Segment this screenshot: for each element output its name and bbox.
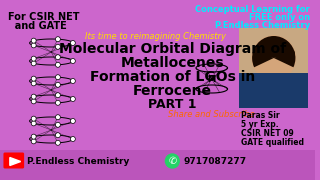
- Circle shape: [165, 154, 179, 168]
- Circle shape: [55, 140, 60, 145]
- Circle shape: [55, 93, 60, 98]
- Text: Formation of LGOs in: Formation of LGOs in: [90, 70, 255, 84]
- Circle shape: [31, 134, 36, 139]
- Circle shape: [70, 96, 75, 102]
- Circle shape: [55, 75, 60, 80]
- Circle shape: [55, 44, 60, 49]
- Text: FREE only on: FREE only on: [249, 13, 310, 22]
- Circle shape: [70, 118, 75, 123]
- Circle shape: [55, 37, 60, 42]
- Text: P.Endless Chemistry: P.Endless Chemistry: [27, 156, 129, 165]
- Circle shape: [70, 58, 75, 64]
- Circle shape: [55, 82, 60, 87]
- Text: ✆: ✆: [168, 156, 176, 166]
- Text: Share and Subscribe: Share and Subscribe: [168, 110, 255, 119]
- Wedge shape: [252, 36, 295, 58]
- Text: Its time to reimagining Chemistry: Its time to reimagining Chemistry: [85, 32, 226, 41]
- Circle shape: [55, 55, 60, 60]
- Circle shape: [31, 121, 36, 126]
- Text: For CSIR NET: For CSIR NET: [8, 12, 79, 22]
- Circle shape: [31, 139, 36, 144]
- Text: M: M: [208, 75, 216, 84]
- Circle shape: [31, 94, 36, 99]
- Bar: [0, 150, 315, 180]
- Circle shape: [55, 133, 60, 138]
- Circle shape: [31, 116, 36, 121]
- Text: PART 1: PART 1: [148, 98, 196, 111]
- Text: CSIR NET 09: CSIR NET 09: [241, 129, 294, 138]
- Circle shape: [55, 115, 60, 120]
- Text: Metallocenes: Metallocenes: [121, 56, 224, 70]
- Text: Conceptual Learning for: Conceptual Learning for: [196, 5, 310, 14]
- Text: Paras Sir: Paras Sir: [241, 111, 280, 120]
- Bar: [239, 73, 308, 108]
- Text: GATE qualified: GATE qualified: [241, 138, 304, 147]
- Circle shape: [31, 38, 36, 43]
- Text: 9717087277: 9717087277: [183, 156, 246, 165]
- Circle shape: [55, 122, 60, 127]
- Text: Molecular Orbital Diagram of: Molecular Orbital Diagram of: [59, 42, 286, 56]
- Circle shape: [252, 36, 295, 80]
- Circle shape: [55, 62, 60, 67]
- Circle shape: [31, 81, 36, 86]
- Polygon shape: [10, 158, 21, 165]
- Text: Ferrocene: Ferrocene: [133, 84, 212, 98]
- Wedge shape: [274, 50, 295, 67]
- Circle shape: [31, 76, 36, 81]
- Circle shape: [70, 40, 75, 46]
- Circle shape: [31, 99, 36, 104]
- Text: 5 yr Exp.: 5 yr Exp.: [241, 120, 279, 129]
- FancyBboxPatch shape: [4, 152, 24, 168]
- Bar: [239, 28, 308, 108]
- Circle shape: [70, 136, 75, 141]
- Circle shape: [55, 100, 60, 105]
- Circle shape: [31, 43, 36, 48]
- Text: and GATE: and GATE: [8, 21, 67, 31]
- Wedge shape: [252, 50, 274, 67]
- Circle shape: [70, 78, 75, 84]
- Circle shape: [31, 61, 36, 66]
- Circle shape: [31, 56, 36, 61]
- Text: P.Endless Chemistry: P.Endless Chemistry: [215, 21, 310, 30]
